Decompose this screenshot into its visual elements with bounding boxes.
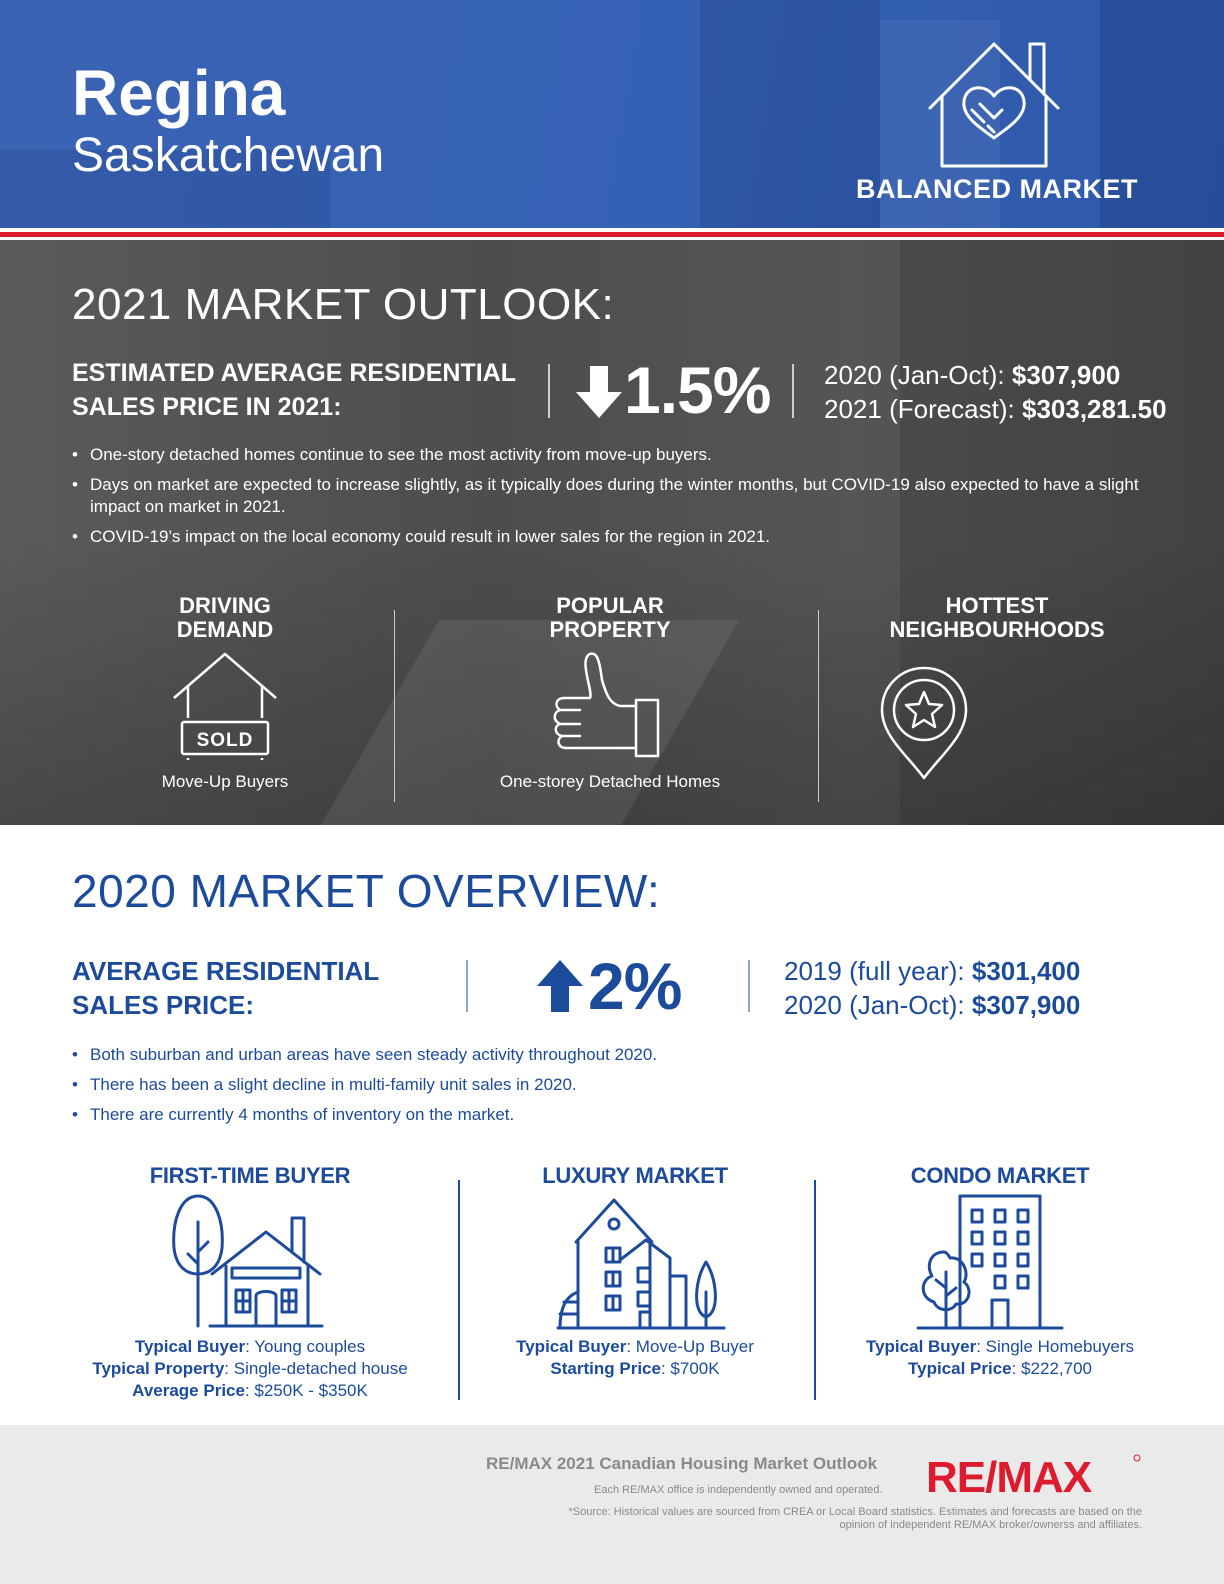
divider (818, 610, 819, 802)
outlook-line2-label: 2021 (Forecast): (824, 394, 1022, 424)
luxury-building-icon (556, 1198, 726, 1330)
first-time-buyer-segment: FIRST-TIME BUYER Typical Buyer: Young co… (60, 1162, 440, 1400)
luxury-market-segment: LUXURY MARKET Typical Buyer: Move-Up Buy… (480, 1162, 790, 1378)
overview-line1-value: $301,400 (971, 956, 1081, 986)
segment-title: CONDO MARKET (910, 1163, 1090, 1188)
province-name: Saskatchewan (72, 129, 385, 182)
info-key: Typical Buyer (516, 1337, 627, 1356)
segment-info: Typical Buyer: Single Homebuyers Typical… (830, 1336, 1170, 1380)
sold-label: SOLD (197, 730, 254, 751)
outlook-price-label: ESTIMATED AVERAGE RESIDENTIAL SALES PRIC… (72, 359, 516, 421)
info-value: : Single-detached house (224, 1359, 408, 1378)
overview-line2-value: $307,900 (971, 990, 1081, 1020)
segment-info: Typical Buyer: Young couples Typical Pro… (60, 1336, 440, 1402)
stat-title-line: NEIGHBOURHOODS (889, 617, 1105, 642)
info-key: Typical Property (92, 1359, 225, 1378)
info-key: Typical Buyer (865, 1337, 977, 1356)
house-handshake-icon (928, 42, 1060, 168)
overview-heading: 2020 MARKET OVERVIEW: (72, 865, 661, 917)
segment-info: Typical Buyer: Move-Up Buyer Starting Pr… (480, 1336, 790, 1380)
thumbs-up-icon (553, 652, 660, 758)
info-value: : Single Homebuyers (976, 1337, 1135, 1356)
remax-logo: RE/MAX (926, 1453, 1141, 1498)
footer-title: RE/MAX 2021 Canadian Housing Market Outl… (486, 1454, 878, 1473)
stat-title-line: HOTTEST (945, 593, 1049, 618)
segment-title: FIRST-TIME BUYER (149, 1163, 351, 1188)
outlook-line1-label: 2020 (Jan-Oct): (824, 360, 1012, 390)
info-key: Starting Price (550, 1359, 661, 1378)
overview-line1-label: 2019 (full year): (784, 956, 972, 986)
divider (814, 1180, 816, 1400)
city-name: Regina (72, 57, 286, 129)
list-item: One-story detached homes continue to see… (72, 444, 1152, 466)
list-item: Days on market are expected to increase … (72, 474, 1152, 518)
list-item: COVID-19’s impact on the local economy c… (72, 526, 1152, 548)
driving-demand-stat: DRIVING DEMAND SOLD Move-Up Buyers (80, 594, 370, 792)
outlook-bullet-list: One-story detached homes continue to see… (72, 444, 1152, 556)
overview-line2-label: 2020 (Jan-Oct): (784, 990, 972, 1020)
footer (0, 1425, 1224, 1584)
divider (466, 960, 468, 1012)
info-key: Typical Buyer (134, 1337, 246, 1356)
overview-price-lines: 2019 (full year): $301,400 2020 (Jan-Oct… (784, 954, 1080, 1022)
list-item: Both suburban and urban areas have seen … (72, 1044, 1152, 1066)
outlook-section: 2021 MARKET OUTLOOK: ESTIMATED AVERAGE R… (0, 240, 1224, 825)
info-value: : $250K - $350K (244, 1381, 368, 1400)
divider (548, 364, 550, 418)
info-value: : Young couples (245, 1337, 366, 1356)
stat-title-line: POPULAR (556, 593, 664, 618)
sold-house-icon: SOLD (173, 652, 277, 760)
list-item: There has been a slight decline in multi… (72, 1074, 1152, 1096)
info-value: : $222,700 (1011, 1359, 1092, 1378)
outlook-change-percent: 1.5% (624, 353, 771, 427)
divider (792, 364, 794, 418)
divider (458, 1180, 460, 1400)
footer-source-note: *Source: Historical values are sourced f… (568, 1506, 1143, 1531)
outlook-price-lines: 2020 (Jan-Oct): $307,900 2021 (Forecast)… (824, 358, 1167, 426)
outlook-line2-value: $303,281.50 (1021, 394, 1167, 424)
arrow-up-icon (537, 960, 583, 1012)
outlook-line1-value: $307,900 (1011, 360, 1121, 390)
footer-ownership-note: Each RE/MAX office is independently owne… (594, 1484, 883, 1496)
divider-stripe-red (0, 232, 1224, 237)
stat-title-line: DEMAND (176, 617, 274, 642)
stat-title: POPULAR PROPERTY (440, 594, 780, 642)
overview-bullet-list: Both suburban and urban areas have seen … (72, 1044, 1152, 1134)
divider-stripe (0, 228, 1224, 232)
info-value: : Move-Up Buyer (626, 1337, 754, 1356)
map-pin-star-icon (880, 666, 968, 780)
arrow-down-icon (576, 366, 622, 418)
condo-market-segment: CONDO MARKET Typical Buyer: Single Homeb… (830, 1162, 1170, 1378)
divider (394, 610, 395, 802)
segment-title: LUXURY MARKET (542, 1163, 728, 1188)
info-value: : $700K (660, 1359, 720, 1378)
stat-title: DRIVING DEMAND (80, 594, 370, 642)
list-item: There are currently 4 months of inventor… (72, 1104, 1152, 1126)
driving-demand-value: Move-Up Buyers (161, 772, 289, 791)
tree-house-icon (172, 1194, 324, 1328)
hottest-neighbourhoods-stat: HOTTEST NEIGHBOURHOODS (850, 594, 1144, 780)
stat-title: HOTTEST NEIGHBOURHOODS (850, 594, 1144, 642)
remax-logo-text: RE/MAX (926, 1453, 1092, 1498)
stat-title-line: DRIVING (179, 593, 271, 618)
popular-property-value: One-storey Detached Homes (499, 772, 721, 791)
outlook-heading: 2021 MARKET OUTLOOK: (72, 280, 615, 329)
market-type-label: BALANCED MARKET (856, 174, 1138, 204)
stat-title-line: PROPERTY (549, 617, 671, 642)
info-key: Typical Price (908, 1359, 1012, 1378)
divider-stripe (0, 237, 1224, 240)
overview-price-label: AVERAGE RESIDENTIAL SALES PRICE: (72, 956, 379, 1020)
info-key: Average Price (132, 1381, 245, 1400)
condo-tower-icon (916, 1194, 1064, 1330)
divider (748, 960, 750, 1012)
overview-change-percent: 2% (588, 949, 682, 1023)
popular-property-stat: POPULAR PROPERTY One-storey Detached Hom… (440, 594, 780, 792)
